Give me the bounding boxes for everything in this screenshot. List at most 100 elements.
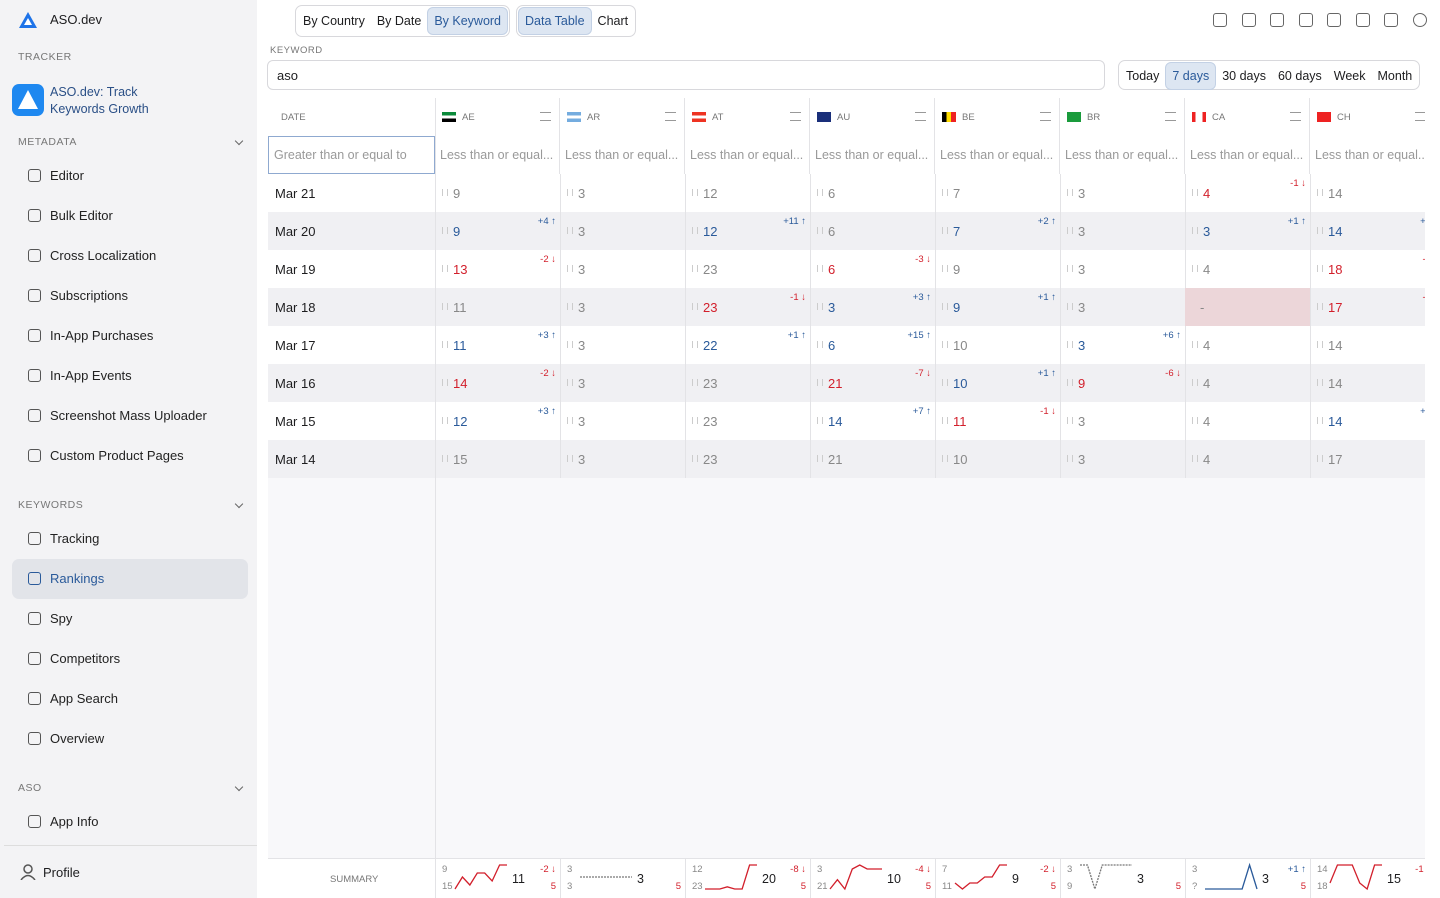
rank-cell: 3: [1060, 288, 1186, 326]
column-header[interactable]: CH: [1337, 112, 1351, 123]
tab[interactable]: 30 days: [1222, 69, 1266, 83]
section-header: ASO: [18, 782, 42, 794]
column-header[interactable]: AE: [462, 112, 475, 123]
hash-icon: [1067, 227, 1073, 234]
rank-cell: 23: [685, 250, 811, 288]
flag: [942, 112, 956, 122]
menu-item[interactable]: Tracking: [12, 519, 248, 559]
menu-icon: [28, 692, 41, 705]
tab[interactable]: Data Table: [518, 7, 592, 35]
rank-change: +1 ↑: [787, 330, 806, 341]
menu-icon: [28, 249, 41, 262]
tab[interactable]: Chart: [597, 14, 629, 28]
column-filter[interactable]: Less than or equal...: [1190, 148, 1304, 162]
menu-item[interactable]: Screenshot Mass Uploader: [12, 396, 248, 436]
menu-item[interactable]: App Info: [12, 802, 248, 842]
rank: 3: [1078, 414, 1086, 429]
menu-item[interactable]: Competitors: [12, 639, 248, 679]
column-menu: [540, 112, 551, 121]
column-header[interactable]: AU: [837, 112, 851, 123]
column-header[interactable]: CA: [1212, 112, 1226, 123]
toolbar-icon[interactable]: [1384, 13, 1398, 27]
column-header[interactable]: BE: [962, 112, 975, 123]
column-header[interactable]: AT: [712, 112, 724, 123]
rank: 7: [953, 224, 961, 239]
rank: 9: [453, 186, 461, 201]
menu-item[interactable]: Rankings: [12, 559, 248, 599]
menu-item[interactable]: Spy: [12, 599, 248, 639]
date-filter[interactable]: Greater than or equal to: [268, 136, 435, 174]
date: Mar 18: [275, 300, 316, 315]
column-header[interactable]: BR: [1087, 112, 1101, 123]
toolbar-icon[interactable]: [1213, 13, 1227, 27]
menu-item[interactable]: Cross Localization: [12, 236, 248, 276]
profile[interactable]: Profile: [43, 865, 80, 880]
hash-icon: [442, 455, 448, 462]
summary-worst: 23: [692, 881, 703, 892]
menu-item[interactable]: In-App Events: [12, 356, 248, 396]
toolbar-icon[interactable]: [1270, 13, 1284, 27]
table-row: Mar 21 9 3 12 6 7 3 4 -1 ↓ 14: [268, 174, 1425, 212]
tab[interactable]: Today: [1126, 69, 1160, 83]
toolbar-icon[interactable]: [1355, 13, 1370, 27]
rank-cell: 9: [935, 250, 1061, 288]
hash-icon: [442, 379, 448, 386]
column-line: [559, 98, 560, 174]
rank-cell: 4: [1185, 364, 1311, 402]
tab[interactable]: By Date: [376, 14, 422, 28]
rank-cell: 21 -7 ↓: [810, 364, 936, 402]
menu-item[interactable]: Custom Product Pages: [12, 436, 248, 476]
sparkline-path: [454, 864, 507, 890]
rank: 23: [703, 262, 718, 277]
tab[interactable]: By Country: [303, 14, 365, 28]
menu-item[interactable]: In-App Purchases: [12, 316, 248, 356]
column-filter[interactable]: Less than or equal...: [940, 148, 1054, 162]
toolbar-icon[interactable]: [1327, 13, 1341, 27]
summary-worst: 15: [442, 881, 453, 892]
rank-cell: 10: [935, 326, 1061, 364]
menu-item[interactable]: Bulk Editor: [12, 196, 248, 236]
collapse-icon: [234, 782, 244, 792]
app-icon: [12, 84, 44, 116]
column-filter[interactable]: Less than or equal...: [690, 148, 804, 162]
summary-count: 5: [800, 881, 806, 892]
toolbar-icon[interactable]: [1298, 13, 1313, 27]
rank-cell: 11: [435, 288, 561, 326]
column-header[interactable]: AR: [587, 112, 601, 123]
rank-change: +6 ↑: [1162, 330, 1181, 341]
rank-cell: 7 +2 ↑: [935, 212, 1061, 250]
flag: [1067, 112, 1081, 122]
column-filter[interactable]: Less than or equal...: [815, 148, 929, 162]
tab[interactable]: By Keyword: [427, 7, 509, 35]
rank-cell: 3: [560, 440, 686, 478]
tab[interactable]: Month: [1377, 69, 1413, 83]
hash-icon: [817, 417, 823, 424]
rank: 9: [453, 224, 461, 239]
toolbar-icon[interactable]: [1241, 13, 1256, 27]
tab[interactable]: 7 days: [1165, 62, 1217, 90]
rank-cell: 10: [935, 440, 1061, 478]
rank-cell: 3: [1060, 250, 1186, 288]
tab[interactable]: 60 days: [1277, 69, 1322, 83]
toolbar-icon[interactable]: [1412, 13, 1427, 27]
rank-change: -7 ↓: [915, 368, 931, 379]
rank: 9: [953, 262, 961, 277]
summary-cell: 3? 3 +1 ↑ 5: [1185, 859, 1311, 898]
tab[interactable]: Week: [1333, 69, 1366, 83]
column-filter[interactable]: Less than or equal...: [440, 148, 554, 162]
rank: 21: [828, 376, 843, 391]
menu-item[interactable]: App Search: [12, 679, 248, 719]
app-title[interactable]: ASO.dev: Track Keywords Growth: [50, 85, 149, 116]
column-filter[interactable]: Less than or equal...: [1065, 148, 1179, 162]
column-filter[interactable]: Less than or equal...: [565, 148, 679, 162]
column-filter[interactable]: Less than or equal...: [1315, 148, 1425, 162]
menu-item[interactable]: Subscriptions: [12, 276, 248, 316]
menu-item[interactable]: Editor: [12, 156, 248, 196]
keyword-select[interactable]: aso: [267, 60, 1105, 90]
hash-icon: [1317, 303, 1323, 310]
rank-cell: 21: [810, 440, 936, 478]
hash-icon: [442, 189, 448, 196]
menu-item[interactable]: Overview: [12, 719, 248, 759]
rank: 4: [1203, 338, 1211, 353]
rank: 9: [1078, 376, 1086, 391]
